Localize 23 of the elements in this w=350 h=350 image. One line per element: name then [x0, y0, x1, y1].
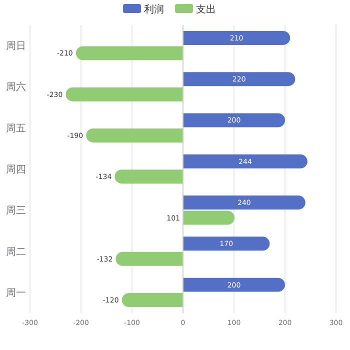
- legend-label: 利润: [144, 4, 164, 16]
- y-tick-label: 周日: [6, 41, 26, 52]
- bar: [183, 210, 234, 225]
- bar: [86, 128, 183, 142]
- y-tick-label: 周五: [6, 123, 26, 134]
- bar: [183, 236, 270, 251]
- bar: [183, 278, 285, 292]
- y-tick-label: 周三: [6, 206, 26, 217]
- bar: [183, 113, 285, 128]
- bar: [66, 87, 183, 102]
- bar: [183, 154, 308, 168]
- bar: [122, 293, 183, 308]
- bar: [183, 72, 296, 86]
- bar: [76, 46, 183, 60]
- bar: [114, 170, 183, 184]
- bar: [183, 196, 306, 210]
- legend-label: 支出: [196, 4, 216, 16]
- y-tick-label: 周一: [6, 288, 26, 299]
- bar: [116, 252, 183, 266]
- y-tick-label: 周六: [6, 81, 26, 94]
- y-tick-label: 周四: [6, 164, 26, 176]
- y-tick-label: 周二: [6, 246, 26, 258]
- bar: [183, 30, 290, 45]
